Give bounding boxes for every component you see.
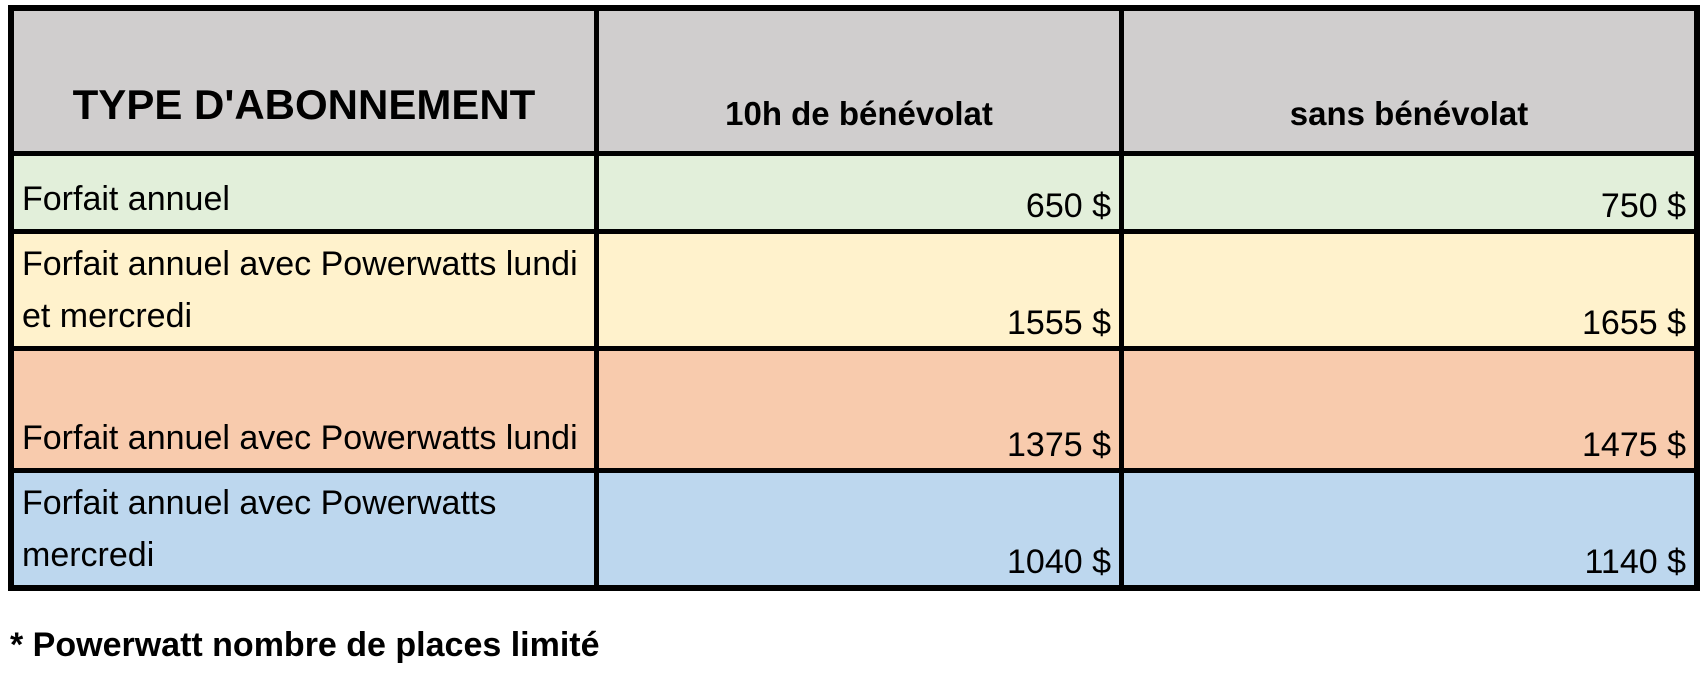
subscription-pricing-table: TYPE D'ABONNEMENT 10h de bénévolat sans … <box>8 5 1700 591</box>
no-volunteer-price-cell: 1475 $ <box>1124 351 1694 468</box>
column-header-subscription-type: TYPE D'ABONNEMENT <box>14 11 594 151</box>
column-header-no-volunteer: sans bénévolat <box>1124 11 1694 151</box>
volunteer-price-cell: 1040 $ <box>599 473 1119 585</box>
volunteer-price-cell: 650 $ <box>599 156 1119 229</box>
plan-name-cell: Forfait annuel avec Powerwatts lundi <box>14 351 594 468</box>
column-header-volunteer: 10h de bénévolat <box>599 11 1119 151</box>
no-volunteer-price-cell: 1140 $ <box>1124 473 1694 585</box>
plan-name-cell: Forfait annuel avec Powerwatts lundi et … <box>14 234 594 346</box>
volunteer-price-cell: 1555 $ <box>599 234 1119 346</box>
plan-name-cell: Forfait annuel <box>14 156 594 229</box>
powerwatt-limited-seats-footnote: * Powerwatt nombre de places limité <box>10 626 600 664</box>
no-volunteer-price-cell: 750 $ <box>1124 156 1694 229</box>
no-volunteer-price-cell: 1655 $ <box>1124 234 1694 346</box>
volunteer-price-cell: 1375 $ <box>599 351 1119 468</box>
plan-name-cell: Forfait annuel avec Powerwatts mercredi <box>14 473 594 585</box>
